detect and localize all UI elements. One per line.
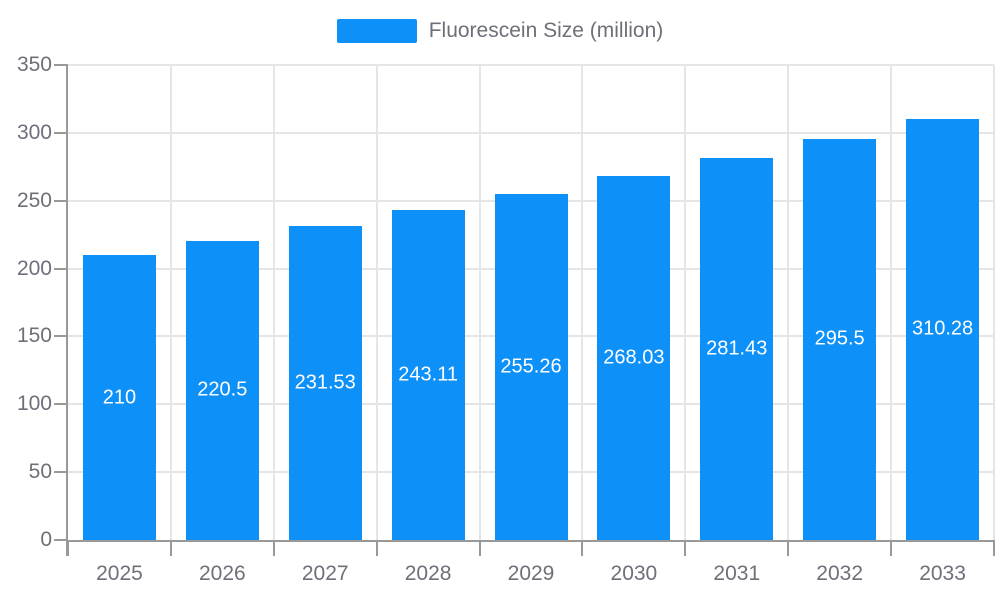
bar[interactable]: 220.5 — [185, 240, 259, 540]
x-axis-label: 2030 — [610, 562, 658, 585]
x-axis-tick — [169, 540, 172, 556]
legend-item[interactable]: Fluorescein Size (million) — [0, 18, 1000, 43]
v-gridline — [684, 65, 687, 540]
bar-value-label: 268.03 — [603, 346, 665, 369]
plot-area: 0 50 100 150 200 250 300 350 210 2025 220.5 2026 231… — [17, 53, 995, 585]
x-axis-label: 2029 — [507, 562, 555, 585]
bar[interactable]: 310.28 — [906, 118, 980, 540]
v-gridline — [787, 65, 790, 540]
y-axis-label: 350 — [16, 53, 52, 76]
bar-value-label: 231.53 — [294, 371, 356, 394]
x-axis-tick — [478, 540, 481, 556]
x-axis-label: 2032 — [816, 562, 864, 585]
bar-value-label: 310.28 — [911, 317, 974, 340]
bar[interactable]: 268.03 — [597, 176, 671, 540]
bar-value-label: 210 — [102, 386, 137, 408]
x-axis-label: 2033 — [919, 562, 966, 585]
x-axis-label: 2031 — [713, 562, 761, 585]
y-axis-tick — [54, 64, 68, 66]
x-axis-tick — [684, 540, 687, 556]
y-axis-tick — [54, 335, 68, 338]
x-axis-tick — [375, 540, 378, 556]
y-axis-label: 100 — [16, 392, 52, 416]
x-axis-tick — [272, 540, 275, 556]
x-axis-tick — [993, 540, 995, 556]
y-axis-tick — [54, 403, 68, 406]
bar-value-label: 255.26 — [500, 355, 562, 378]
x-axis-tick — [890, 540, 893, 556]
v-gridline — [272, 65, 275, 540]
y-axis-label: 250 — [16, 188, 52, 212]
legend-swatch — [336, 18, 417, 43]
y-axis-line — [66, 65, 68, 556]
x-axis-line — [66, 540, 994, 542]
x-axis-tick — [787, 540, 790, 556]
bar[interactable]: 295.5 — [803, 138, 877, 540]
x-axis-tick — [67, 540, 69, 556]
h-gridline — [68, 131, 994, 134]
y-axis-tick — [54, 539, 68, 541]
y-axis-label: 50 — [28, 460, 52, 484]
x-axis-label: 2028 — [404, 562, 452, 585]
bar-value-label: 295.5 — [814, 327, 865, 350]
y-axis-tick — [54, 471, 68, 474]
x-axis-label: 2025 — [96, 562, 143, 585]
y-axis-tick — [54, 267, 68, 270]
x-axis-label: 2026 — [198, 562, 246, 585]
bar[interactable]: 243.11 — [391, 210, 465, 540]
bar[interactable]: 255.26 — [494, 193, 568, 540]
bar[interactable]: 231.53 — [288, 225, 362, 540]
y-axis-label: 150 — [16, 324, 52, 348]
legend-label: Fluorescein Size (million) — [428, 19, 664, 42]
bar-value-label: 243.11 — [398, 363, 458, 386]
y-axis-tick — [54, 131, 68, 134]
y-axis-label: 300 — [16, 120, 52, 144]
h-gridline — [68, 64, 994, 66]
bar-value-label: 220.5 — [197, 378, 248, 401]
y-axis-label: 0 — [40, 528, 52, 551]
bar[interactable]: 210 — [82, 255, 156, 540]
v-gridline — [993, 65, 995, 540]
v-gridline — [890, 65, 893, 540]
bar[interactable]: 281.43 — [700, 158, 774, 540]
x-axis-tick — [581, 540, 584, 556]
v-gridline — [169, 65, 172, 540]
v-gridline — [375, 65, 378, 540]
v-gridline — [478, 65, 481, 540]
v-gridline — [581, 65, 584, 540]
x-axis-label: 2027 — [301, 562, 349, 585]
bar-value-label: 281.43 — [706, 337, 768, 360]
y-axis-tick — [54, 199, 68, 202]
y-axis-label: 200 — [16, 256, 52, 280]
